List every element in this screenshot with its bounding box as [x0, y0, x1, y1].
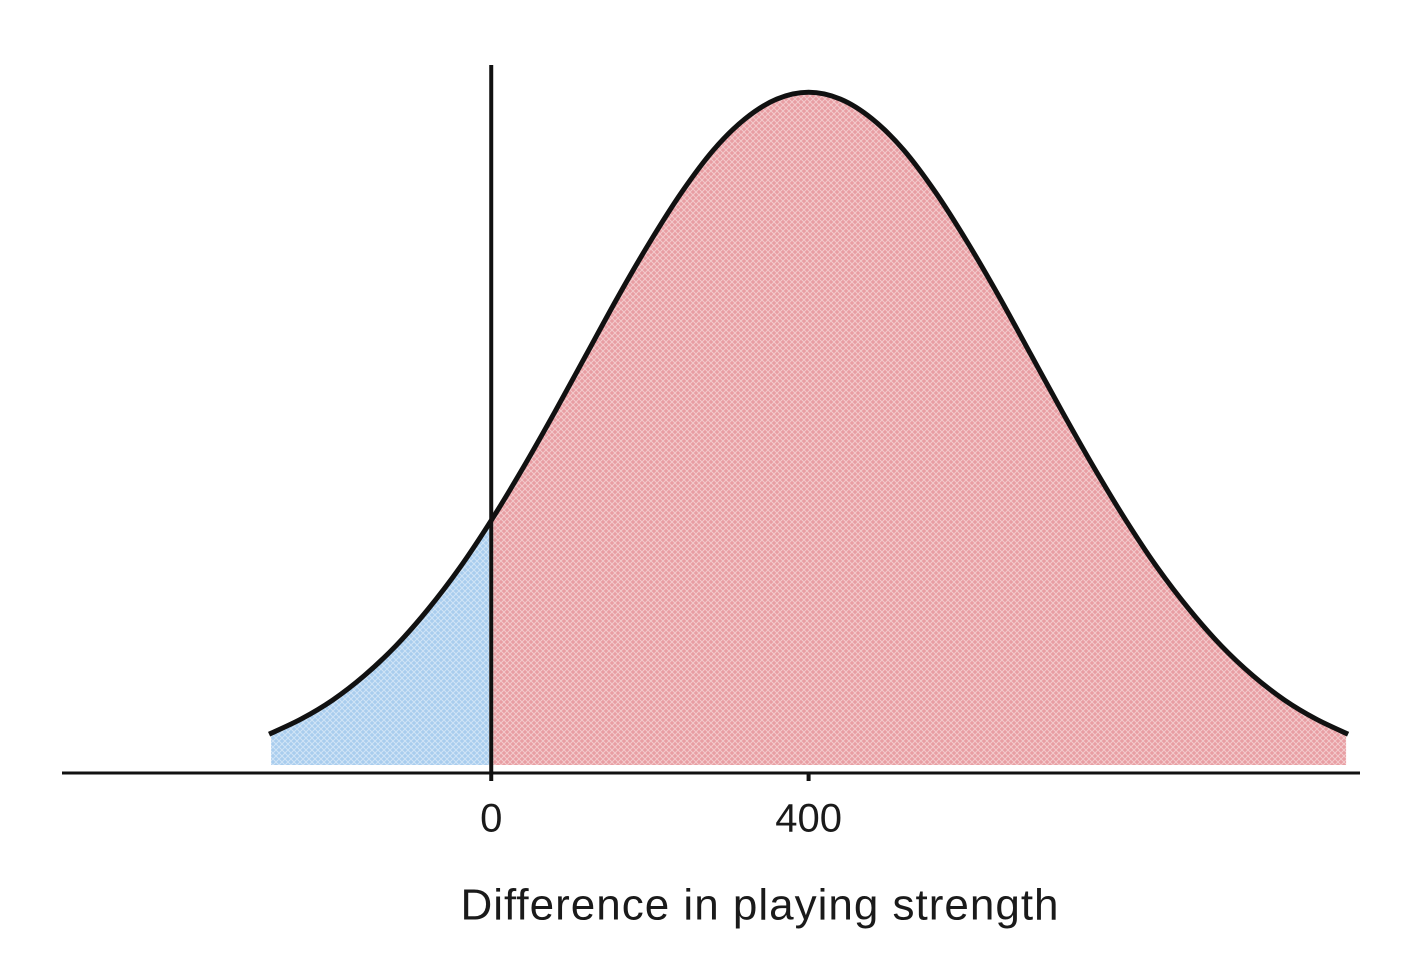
- x-tick-label: 400: [775, 797, 842, 841]
- area-above-texture: [491, 92, 1349, 767]
- x-tick-label: 0: [480, 797, 502, 841]
- curve: [268, 89, 1350, 737]
- area-below-texture: [269, 520, 492, 767]
- x-axis-label: Difference in playing strength: [460, 881, 1059, 930]
